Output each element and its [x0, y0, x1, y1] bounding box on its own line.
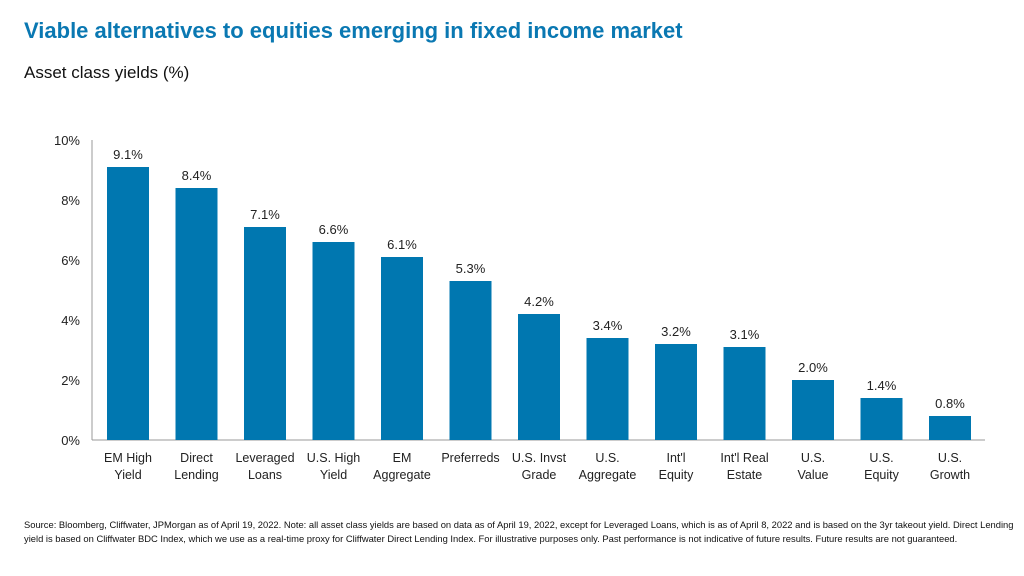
bar	[929, 416, 971, 440]
bar	[381, 257, 423, 440]
x-tick-label: EM High Yield	[104, 451, 152, 482]
data-label: 0.8%	[935, 396, 965, 411]
x-tick-label: Int'l Equity	[659, 451, 694, 482]
data-label: 6.6%	[319, 222, 349, 237]
y-tick-label: 2%	[61, 373, 80, 388]
bar	[244, 227, 286, 440]
data-label: 7.1%	[250, 207, 280, 222]
bar	[449, 281, 492, 440]
data-label: 2.0%	[798, 360, 828, 375]
page-title: Viable alternatives to equities emerging…	[24, 18, 683, 43]
y-tick-label: 6%	[61, 253, 80, 268]
x-tick-label: Direct Lending	[174, 451, 219, 482]
chart-subtitle: Asset class yields (%)	[24, 63, 190, 82]
x-tick-label: Int'l Real Estate	[720, 451, 768, 482]
x-tick-label: Leveraged Loans	[235, 451, 294, 482]
y-tick-label: 4%	[61, 313, 80, 328]
bar	[860, 398, 903, 440]
data-label: 1.4%	[867, 378, 897, 393]
y-tick-label: 0%	[61, 433, 80, 448]
bar-chart: 0% 2% 4% 6% 8% 10% 9.1% EM High Yield 8.4% Direct L…	[54, 133, 985, 482]
x-tick-label: U.S. Invst Grade	[512, 451, 567, 482]
y-tick-label: 8%	[61, 193, 80, 208]
y-tick-label: 10%	[54, 133, 80, 148]
x-tick-label: Preferreds	[441, 451, 499, 465]
footnote: Source: Bloomberg, Cliffwater, JPMorgan …	[24, 519, 1014, 544]
data-label: 3.1%	[730, 327, 760, 342]
bar	[107, 167, 149, 440]
x-tick-label: U.S. Equity	[864, 451, 899, 482]
x-tick-label: U.S. Growth	[930, 451, 970, 482]
bar	[175, 188, 218, 440]
data-label: 6.1%	[387, 237, 417, 252]
data-label: 3.4%	[593, 318, 623, 333]
x-tick-label: U.S. Aggregate	[579, 451, 637, 482]
bar	[723, 347, 766, 440]
bar	[792, 380, 834, 440]
data-label: 9.1%	[113, 147, 143, 162]
data-label: 3.2%	[661, 324, 691, 339]
bar	[518, 314, 560, 440]
data-label: 5.3%	[456, 261, 486, 276]
bar	[655, 344, 697, 440]
x-tick-label: U.S. High Yield	[307, 451, 361, 482]
bar	[586, 338, 629, 440]
x-tick-label: EM Aggregate	[373, 451, 431, 482]
data-label: 8.4%	[182, 168, 212, 183]
data-label: 4.2%	[524, 294, 554, 309]
x-tick-label: U.S. Value	[797, 451, 828, 482]
bar	[312, 242, 355, 440]
